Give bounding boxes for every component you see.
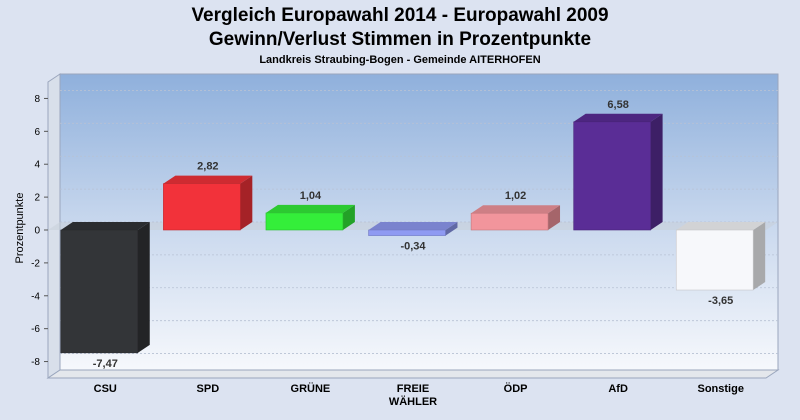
bar: -7,47 (60, 222, 150, 370)
bar-top (676, 222, 766, 230)
bar-front (573, 121, 651, 231)
x-tick-label: GRÜNE (291, 382, 331, 395)
bar-front (470, 212, 549, 231)
x-tick-label: AfD (608, 383, 628, 395)
bar-front (675, 229, 754, 291)
chart-title-line-1: Vergleich Europawahl 2014 - Europawahl 2… (191, 5, 609, 26)
x-tick-label: Sonstige (697, 383, 743, 395)
bar-front (265, 212, 344, 231)
bar-top (163, 175, 253, 184)
bar-top (368, 222, 458, 230)
y-tick-label: 2 (34, 193, 40, 204)
bar-front (368, 229, 446, 236)
x-tick-label: FREIE (397, 383, 429, 395)
chart-subtitle: Landkreis Straubing-Bogen - Gemeinde AIT… (259, 54, 541, 66)
bar-front (60, 229, 139, 354)
y-tick-label: -6 (31, 324, 40, 335)
chart-title: Vergleich Europawahl 2014 - Europawahl 2… (0, 4, 800, 52)
bar-front (163, 183, 241, 231)
bar-top (471, 205, 561, 214)
bar: 1,04 (265, 190, 355, 231)
y-axis-title: Prozentpunkte (14, 193, 26, 264)
plot-floor (46, 369, 780, 379)
bar: 2,82 (163, 161, 253, 231)
bars: -7,47 2,82 1,04 -0,34 1,02 6,58 -3,65 (60, 99, 766, 370)
bar-side (650, 113, 663, 230)
data-label: 1,04 (300, 190, 322, 202)
bar: 1,02 (470, 190, 561, 231)
x-tick-label: ÖDP (504, 382, 528, 395)
bar-side (137, 222, 150, 353)
data-label: 6,58 (607, 99, 628, 111)
x-tick-label: WÄHLER (389, 395, 437, 408)
y-axis-ticks: -8 -6 -4 -2 0 2 4 6 8 (31, 94, 48, 368)
bar-side (753, 222, 766, 291)
y-tick-label: -8 (31, 357, 40, 368)
y-tick-label: -2 (31, 258, 40, 269)
bar: -3,65 (675, 222, 766, 307)
x-tick-label: SPD (197, 383, 220, 395)
bar-side (548, 205, 561, 230)
y-tick-label: 0 (34, 226, 40, 237)
y-tick-label: 4 (34, 160, 40, 171)
bar-side (240, 175, 253, 230)
x-tick-label: CSU (94, 383, 117, 395)
data-label: -3,65 (708, 295, 733, 307)
bar-top (60, 222, 150, 230)
data-label: -7,47 (93, 358, 118, 370)
chart-title-line-2: Gewinn/Verlust Stimmen in Prozentpunkte (208, 29, 592, 50)
bar-side (342, 204, 355, 230)
y-tick-label: 8 (34, 94, 40, 105)
bar-side (445, 222, 458, 236)
bar-top (573, 113, 663, 122)
data-label: 1,02 (505, 190, 526, 202)
bar: 6,58 (573, 99, 663, 231)
bar: -0,34 (368, 222, 458, 253)
data-label: 2,82 (197, 161, 218, 173)
y-tick-label: -4 (31, 291, 40, 302)
data-label: -0,34 (400, 241, 426, 253)
bar-top (265, 204, 355, 213)
y-tick-label: 6 (34, 127, 40, 138)
